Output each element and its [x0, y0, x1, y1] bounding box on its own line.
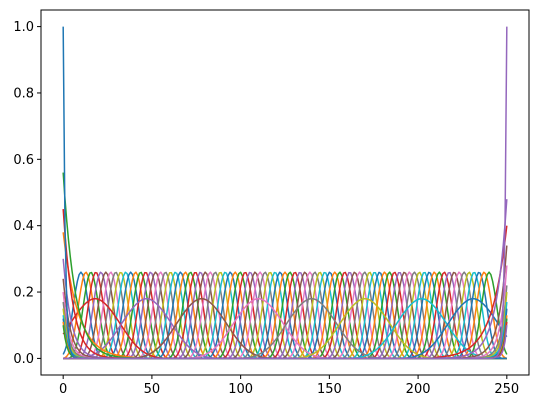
- series-line-boundary-right: [63, 26, 508, 360]
- y-axis-ticks: 0.0 0.2 0.4 0.6 0.8 1.0: [13, 20, 41, 367]
- y-tick-label: 1.0: [13, 20, 34, 35]
- x-tick-label: 200: [406, 382, 431, 397]
- x-tick-label: 250: [494, 382, 519, 397]
- x-tick-label: 150: [317, 382, 342, 397]
- y-tick-label: 0.0: [13, 352, 34, 367]
- x-tick-label: 50: [144, 382, 161, 397]
- y-tick-label: 0.8: [13, 86, 34, 101]
- x-tick-label: 100: [228, 382, 253, 397]
- x-axis-ticks: 0 50 100 150 200 250: [59, 375, 519, 397]
- y-tick-label: 0.4: [13, 219, 34, 234]
- y-tick-label: 0.6: [13, 153, 34, 168]
- series-line-boundary-left: [62, 26, 507, 360]
- series-layer: [62, 26, 508, 360]
- y-tick-label: 0.2: [13, 286, 34, 301]
- plot-frame: [40, 9, 530, 376]
- x-tick-label: 0: [59, 382, 67, 397]
